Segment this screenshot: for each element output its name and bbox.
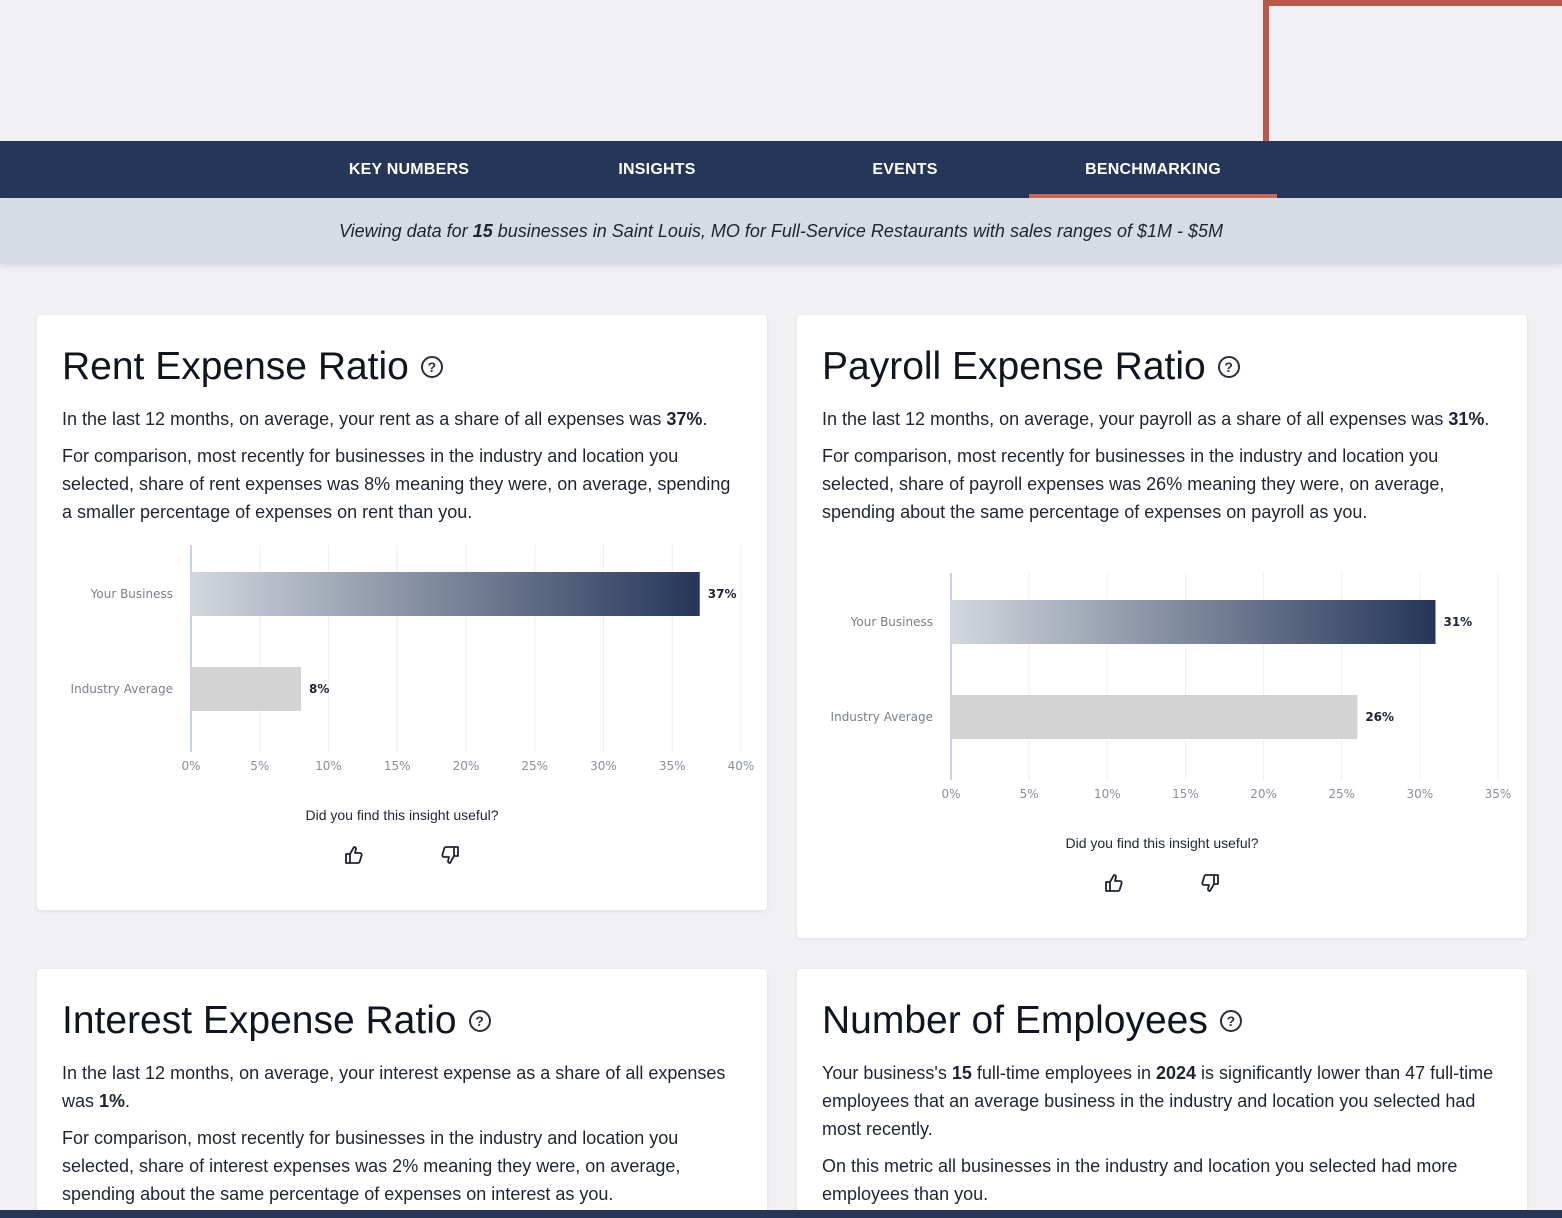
- summary-value: 31%: [1448, 409, 1485, 429]
- category-label: Industry Average: [71, 682, 173, 696]
- summary-end: .: [702, 409, 708, 429]
- interest-expense-card: Interest Expense Ratio ? In the last 12 …: [37, 969, 767, 1218]
- x-tick-label: 35%: [1485, 787, 1512, 801]
- payroll-summary: In the last 12 months, on average, your …: [822, 405, 1502, 433]
- summary-text: In the last 12 months, on average, your …: [62, 409, 667, 429]
- x-tick-label: 10%: [1094, 787, 1121, 801]
- bar-industry-average: [951, 695, 1358, 739]
- thumbs-up-icon[interactable]: [344, 845, 364, 865]
- help-icon[interactable]: ?: [468, 1010, 491, 1032]
- payroll-bar-chart: 0% 5% 10% 15% 20% 25% 30% 35% Your Business 31% In…: [831, 573, 1512, 801]
- filter-prefix: Viewing data for: [338, 220, 473, 241]
- rent-bar-chart: 0% 5% 10% 15% 20% 25% 30% 35% 40% Your Business 37…: [71, 545, 755, 773]
- thumbs-down-icon[interactable]: [1200, 873, 1220, 893]
- card-title-text: Number of Employees: [822, 999, 1208, 1042]
- x-tick-label: 20%: [1250, 787, 1277, 801]
- card-title: Number of Employees ?: [822, 997, 1502, 1045]
- filter-suffix: businesses in Saint Louis, MO for Full-S…: [492, 220, 1224, 241]
- feedback-section: Did you find this insight useful?: [37, 807, 767, 865]
- payroll-expense-card: Payroll Expense Ratio ? In the last 12 m…: [797, 315, 1527, 938]
- thumbs-up-icon[interactable]: [1104, 873, 1124, 893]
- x-tick-label: 0%: [181, 759, 200, 773]
- x-tick-label: 30%: [1407, 787, 1434, 801]
- card-title: Interest Expense Ratio ?: [62, 997, 742, 1045]
- bar-your-business: [191, 572, 700, 616]
- summary-value: 1%: [99, 1091, 126, 1111]
- category-label: Your Business: [90, 587, 173, 601]
- x-tick-label: 35%: [659, 759, 686, 773]
- summary-text: Your business's: [822, 1063, 952, 1083]
- x-tick-label: 25%: [1328, 787, 1355, 801]
- interest-comparison: For comparison, most recently for busine…: [62, 1128, 681, 1204]
- x-tick-label: 5%: [1020, 787, 1039, 801]
- summary-text: In the last 12 months, on average, your …: [822, 409, 1449, 429]
- x-tick-label: 5%: [250, 759, 269, 773]
- data-label: 31%: [1443, 615, 1472, 629]
- card-title: Rent Expense Ratio ?: [62, 343, 742, 391]
- payroll-chart: 0% 5% 10% 15% 20% 25% 30% 35% Your Business 31% In…: [797, 573, 1527, 803]
- rent-comparison: For comparison, most recently for busine…: [62, 446, 731, 522]
- card-title-text: Rent Expense Ratio: [62, 345, 409, 388]
- summary-text: In the last 12 months, on average, your …: [62, 1063, 726, 1111]
- employees-comparison: On this metric all businesses in the ind…: [822, 1156, 1458, 1204]
- help-icon[interactable]: ?: [420, 356, 443, 378]
- filter-summary: Viewing data for 15 businesses in Saint …: [0, 198, 1562, 264]
- card-title: Payroll Expense Ratio ?: [822, 343, 1502, 391]
- help-icon[interactable]: ?: [1219, 1010, 1242, 1032]
- card-title-text: Interest Expense Ratio: [62, 999, 457, 1042]
- data-label: 8%: [309, 682, 329, 696]
- data-label: 37%: [708, 587, 737, 601]
- feedback-question: Did you find this insight useful?: [1065, 835, 1259, 851]
- x-tick-label: 15%: [1172, 787, 1199, 801]
- summary-year: 2024: [1155, 1063, 1197, 1083]
- main-nav: KEY NUMBERS INSIGHTS EVENTS BENCHMARKING: [0, 141, 1562, 198]
- bar-industry-average: [191, 667, 301, 711]
- interest-summary: In the last 12 months, on average, your …: [62, 1059, 742, 1115]
- bottom-bar: [0, 1210, 1562, 1218]
- x-tick-label: 40%: [728, 759, 755, 773]
- x-tick-label: 20%: [453, 759, 480, 773]
- header-area: [0, 0, 1562, 141]
- rent-summary: In the last 12 months, on average, your …: [62, 405, 742, 433]
- summary-text: full-time employees in: [971, 1063, 1156, 1083]
- x-tick-label: 25%: [521, 759, 548, 773]
- feedback-section: Did you find this insight useful?: [797, 835, 1527, 893]
- feedback-question: Did you find this insight useful?: [305, 807, 499, 823]
- employees-card: Number of Employees ? Your business's 15…: [797, 969, 1527, 1218]
- category-label: Your Business: [850, 615, 933, 629]
- x-tick-label: 15%: [384, 759, 411, 773]
- data-label: 26%: [1365, 710, 1394, 724]
- x-tick-label: 10%: [315, 759, 342, 773]
- payroll-comparison: For comparison, most recently for busine…: [822, 446, 1445, 522]
- employees-summary: Your business's 15 full-time employees i…: [822, 1059, 1502, 1143]
- rent-expense-card: Rent Expense Ratio ? In the last 12 mont…: [37, 315, 767, 910]
- summary-value: 37%: [666, 409, 703, 429]
- employee-count: 15: [951, 1063, 972, 1083]
- card-title-text: Payroll Expense Ratio: [822, 345, 1206, 388]
- tab-key-numbers[interactable]: KEY NUMBERS: [348, 160, 470, 178]
- summary-end: .: [1484, 409, 1490, 429]
- summary-text: is significantly lower than 47 full-time…: [822, 1063, 1494, 1139]
- category-label: Industry Average: [831, 710, 933, 724]
- business-count: 15: [472, 220, 493, 241]
- x-tick-label: 0%: [941, 787, 960, 801]
- thumbs-down-icon[interactable]: [440, 845, 460, 865]
- x-tick-label: 30%: [590, 759, 617, 773]
- bar-your-business: [951, 600, 1436, 644]
- summary-end: .: [125, 1091, 131, 1111]
- rent-chart: 0% 5% 10% 15% 20% 25% 30% 35% 40% Your Business 37…: [37, 545, 767, 775]
- tab-benchmarking[interactable]: BENCHMARKING: [1029, 141, 1277, 198]
- decorative-frame: [1263, 0, 1562, 141]
- tab-insights[interactable]: INSIGHTS: [618, 160, 696, 178]
- tab-events[interactable]: EVENTS: [872, 160, 938, 178]
- help-icon[interactable]: ?: [1217, 356, 1240, 378]
